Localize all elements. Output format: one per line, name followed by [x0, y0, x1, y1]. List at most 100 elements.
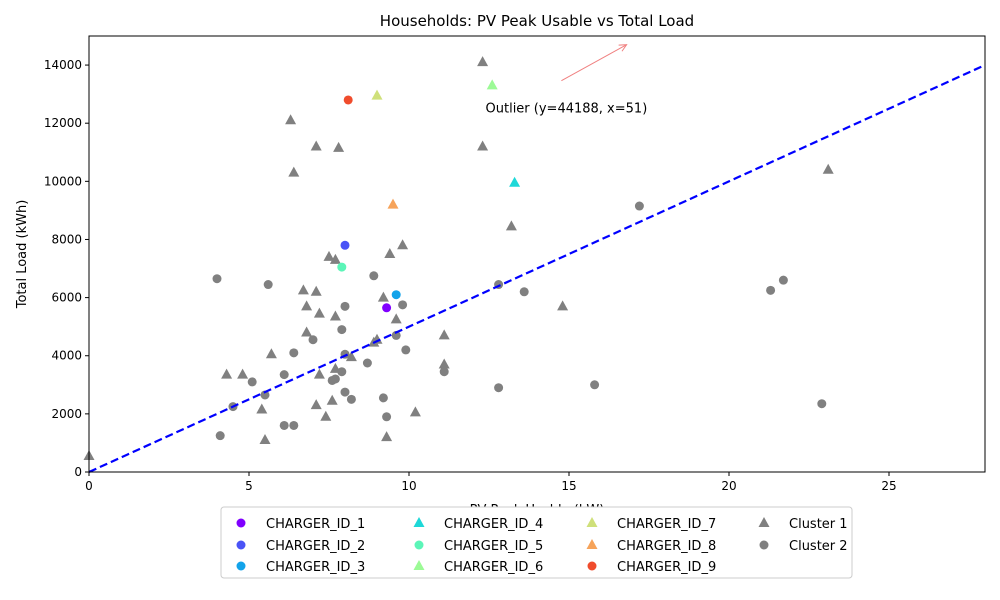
data-point-cluster-1 [397, 239, 409, 250]
x-tick-label: 20 [721, 479, 736, 493]
data-point-cluster-2 [247, 377, 257, 387]
y-tick-label: 12000 [44, 116, 82, 130]
data-point-cluster-1 [329, 310, 341, 321]
legend-label-charger-id-6: CHARGER_ID_6 [444, 560, 543, 575]
legend-marker-charger-id-7 [586, 517, 598, 527]
data-point-charger-id-2 [340, 240, 350, 250]
y-tick-label: 10000 [44, 174, 82, 188]
data-point-cluster-2 [279, 420, 289, 430]
legend: CHARGER_ID_1 CHARGER_ID_2 CHARGER_ID_3 CHAR… [220, 506, 853, 579]
data-point-cluster-1 [438, 358, 450, 369]
legend-label-charger-id-5: CHARGER_ID_5 [444, 539, 543, 554]
y-tick-label: 2000 [51, 407, 82, 421]
x-tick-label: 5 [245, 479, 253, 493]
x-tick-label: 25 [881, 479, 896, 493]
data-point-cluster-2 [330, 374, 340, 384]
data-point-cluster-1 [237, 368, 249, 379]
legend-marker-charger-id-8 [586, 539, 598, 549]
y-axis-label: Total Load (kWh) [15, 200, 30, 310]
legend-marker-charger-id-2 [236, 540, 246, 550]
data-point-cluster-2 [289, 420, 299, 430]
legend-label-charger-id-1: CHARGER_ID_1 [266, 517, 365, 532]
data-point-cluster-2 [439, 367, 449, 377]
legend-label-cluster-2: Cluster 2 [789, 539, 848, 554]
outlier-annotation: Outlier (y=44188, x=51) [486, 44, 648, 117]
data-point-cluster-1 [285, 114, 297, 125]
data-point-cluster-1 [259, 434, 271, 445]
data-point-cluster-2 [401, 345, 411, 355]
data-point-cluster-1 [310, 140, 322, 151]
x-axis: 0 5 10 15 20 25 [85, 472, 897, 493]
data-point-cluster-1 [384, 248, 396, 258]
y-tick-label: 14000 [44, 58, 82, 72]
data-point-cluster-1 [301, 300, 313, 311]
data-point-cluster-2 [308, 335, 318, 345]
legend-marker-cluster-1 [758, 517, 770, 527]
data-point-cluster-2 [378, 393, 388, 403]
data-point-cluster-1 [477, 56, 489, 67]
data-point-cluster-1 [329, 253, 341, 264]
legend-label-charger-id-7: CHARGER_ID_7 [617, 517, 716, 532]
x-tick-label: 0 [85, 479, 93, 493]
legend-label-charger-id-2: CHARGER_ID_2 [266, 539, 365, 554]
legend-label-charger-id-4: CHARGER_ID_4 [444, 517, 543, 532]
data-point-cluster-2 [391, 330, 401, 340]
data-point-cluster-2 [337, 367, 347, 377]
data-point-charger-id-6 [486, 79, 498, 90]
data-point-cluster-1 [390, 313, 402, 324]
legend-marker-charger-id-1 [236, 518, 246, 528]
data-point-cluster-2 [362, 358, 372, 368]
data-point-cluster-1 [221, 368, 233, 379]
data-point-cluster-2 [519, 287, 529, 297]
data-point-cluster-1 [377, 291, 389, 302]
data-point-charger-id-7 [371, 89, 383, 100]
data-point-cluster-2 [340, 301, 350, 311]
data-point-cluster-1 [265, 348, 277, 359]
data-point-cluster-2 [279, 370, 289, 380]
data-point-cluster-1 [345, 351, 357, 362]
data-point-cluster-1 [822, 163, 834, 174]
annotation-arrow [561, 44, 627, 82]
data-point-cluster-1 [288, 166, 300, 177]
x-tick-label: 10 [401, 479, 416, 493]
data-point-cluster-1 [323, 250, 335, 261]
data-point-cluster-2 [398, 300, 408, 310]
legend-marker-charger-id-5 [414, 540, 424, 550]
data-point-cluster-1 [310, 399, 322, 410]
data-point-cluster-2 [212, 274, 222, 284]
data-point-cluster-1 [320, 410, 332, 421]
legend-label-charger-id-8: CHARGER_ID_8 [617, 539, 716, 554]
data-point-cluster-2 [289, 348, 299, 358]
data-point-cluster-1 [505, 220, 517, 231]
data-point-cluster-2 [215, 431, 225, 441]
data-point-charger-id-4 [509, 176, 521, 187]
data-point-cluster-1 [333, 141, 345, 152]
data-point-charger-id-8 [387, 198, 399, 209]
data-point-cluster-2 [382, 412, 392, 422]
annotation-text: Outlier (y=44188, x=51) [486, 102, 648, 117]
data-point-cluster-1 [381, 431, 393, 442]
chart-title: Households: PV Peak Usable vs Total Load [380, 12, 694, 30]
data-point-cluster-2 [369, 271, 379, 281]
y-tick-label: 6000 [51, 291, 82, 305]
data-point-cluster-2 [817, 399, 827, 409]
legend-marker-charger-id-3 [236, 561, 246, 571]
y-tick-label: 0 [74, 465, 82, 479]
data-point-cluster-1 [477, 140, 489, 151]
reference-line [88, 64, 986, 474]
legend-marker-charger-id-4 [413, 517, 425, 527]
data-point-cluster-1 [313, 368, 325, 379]
plot-frame [88, 35, 986, 473]
y-axis: 0 2000 4000 6000 8000 10000 12000 14000 [44, 58, 89, 479]
data-point-cluster-1 [297, 284, 309, 295]
plot-area [83, 56, 986, 474]
data-point-charger-id-9 [343, 95, 353, 105]
data-point-cluster-2 [778, 275, 788, 285]
legend-box [220, 506, 853, 579]
legend-label-charger-id-3: CHARGER_ID_3 [266, 560, 365, 575]
legend-marker-cluster-2 [759, 540, 769, 550]
data-point-cluster-1 [256, 403, 268, 414]
y-tick-label: 8000 [51, 232, 82, 246]
data-point-cluster-2 [766, 285, 776, 295]
